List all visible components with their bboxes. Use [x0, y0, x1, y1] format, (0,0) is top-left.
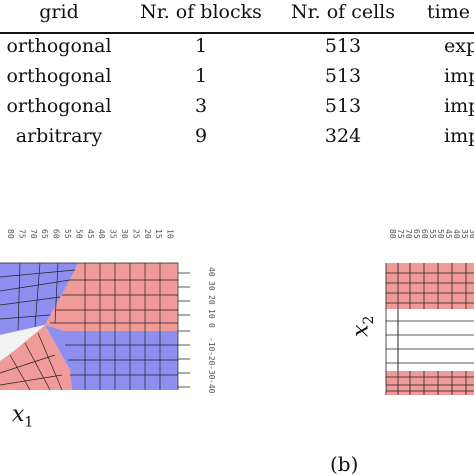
row-grid: orthogonal	[6, 65, 112, 87]
header-cells: Nr. of cells	[291, 1, 395, 23]
header-blocks: Nr. of blocks	[140, 1, 262, 23]
top-tick-label: 75	[17, 229, 26, 239]
top-tick-labels: 80 75 70 65 60 55 50 45 40 35 30 25 20 15 10	[6, 229, 175, 239]
figure-caption-b: (b)	[330, 452, 359, 476]
right-tick-label: -20	[207, 351, 216, 366]
top-tick-label: 30	[468, 229, 474, 239]
top-tick-label: 70	[29, 229, 38, 239]
row-grid: orthogonal	[6, 95, 112, 117]
row-cells: 513	[324, 35, 362, 57]
row-time: imp	[444, 125, 474, 147]
right-tick-label: 20	[207, 295, 216, 305]
right-tick-label: -40	[207, 379, 216, 394]
top-tick-label: 25	[131, 229, 140, 239]
top-tick-label: 20	[143, 229, 152, 239]
red-block-lower-left	[0, 325, 72, 390]
right-ticks	[178, 272, 190, 388]
right-tick-label: 40	[207, 267, 216, 277]
row-time: imp	[444, 65, 474, 87]
row-grid: arbitrary	[15, 125, 103, 147]
row-time: exp	[444, 35, 474, 57]
top-tick-label: 30	[120, 229, 129, 239]
mesh-lines	[0, 262, 179, 391]
top-tick-label: 50	[74, 229, 83, 239]
white-hole	[0, 325, 45, 361]
top-tick-label: 35	[460, 229, 469, 239]
row-blocks: 3	[194, 95, 208, 117]
right-ylabel: x2	[348, 316, 376, 337]
top-tick-label: 60	[52, 229, 61, 239]
right-tick-label: -10	[207, 337, 216, 352]
ylabel-sub: 2	[360, 315, 377, 325]
top-tick-label: 15	[154, 229, 163, 239]
mesh	[385, 263, 474, 395]
row-blocks: 9	[194, 125, 208, 147]
right-grid-figure: 80 75 70 65 60 55 50 45 40 35 30	[385, 229, 474, 395]
top-tick-label: 70	[404, 229, 413, 239]
left-grid-figure: 80 75 70 65 60 55 50 45 40 35 30 25 20 15 10 403020100…	[0, 229, 216, 394]
top-tick-label: 10	[166, 229, 175, 239]
mesh-lines	[385, 263, 474, 395]
header-grid: grid	[39, 1, 79, 23]
right-tick-label: -30	[207, 365, 216, 380]
row-blocks: 1	[194, 65, 208, 87]
right-tick-labels: 40 30 20 10 0 -10-20-30-40	[207, 267, 216, 394]
row-cells: 324	[324, 125, 362, 147]
table-header-rule	[0, 32, 474, 34]
white-band-middle	[386, 309, 474, 371]
xlabel-var: x	[12, 402, 25, 427]
top-tick-label: 50	[436, 229, 445, 239]
right-tick-label: 30	[207, 281, 216, 291]
row-grid: orthogonal	[6, 35, 112, 57]
top-tick-label: 55	[63, 229, 72, 239]
row-blocks: 1	[194, 35, 208, 57]
top-tick-label: 75	[396, 229, 405, 239]
ylabel-var: x	[348, 324, 374, 337]
top-tick-label: 45	[444, 229, 453, 239]
top-tick-labels: 80 75 70 65 60 55 50 45 40 35 30	[388, 229, 474, 239]
row-cells: 513	[324, 65, 362, 87]
top-tick-label: 80	[388, 229, 397, 239]
top-tick-label: 55	[428, 229, 437, 239]
top-tick-label: 80	[6, 229, 15, 239]
header-time: time	[427, 1, 470, 23]
top-tick-label: 35	[109, 229, 118, 239]
row-time: imp	[444, 95, 474, 117]
red-band-top	[386, 263, 474, 309]
right-tick-label: 10	[207, 309, 216, 319]
top-tick-label: 60	[420, 229, 429, 239]
top-tick-label: 45	[86, 229, 95, 239]
mesh	[0, 262, 190, 391]
top-tick-label: 40	[452, 229, 461, 239]
right-tick-label: 0	[207, 323, 216, 328]
row-cells: 513	[324, 95, 362, 117]
left-xlabel: x1	[12, 402, 33, 430]
top-tick-label: 40	[97, 229, 106, 239]
top-tick-label: 65	[40, 229, 49, 239]
xlabel-sub: 1	[24, 414, 34, 431]
top-tick-label: 65	[412, 229, 421, 239]
